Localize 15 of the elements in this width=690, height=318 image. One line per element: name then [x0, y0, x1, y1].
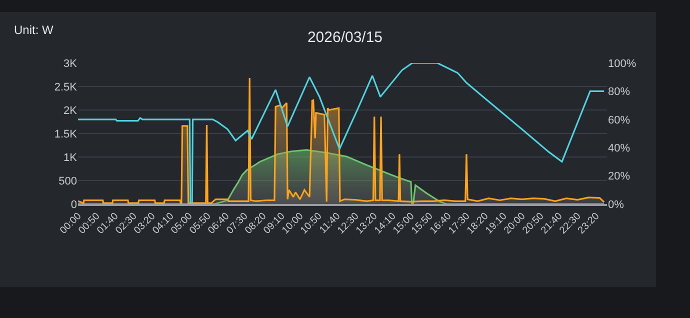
y-tick-label: 2K — [64, 104, 78, 117]
y2-tick-label: 60% — [608, 114, 630, 126]
y-tick-label: 1.5K — [54, 128, 78, 140]
y-tick-label: 1K — [64, 152, 78, 164]
y2-tick-label: 40% — [608, 142, 630, 154]
text: Unit: W — [14, 23, 54, 37]
y-tick-label: 500 — [58, 175, 77, 188]
y2-tick-label: 0% — [608, 198, 624, 211]
y2-tick-label: 20% — [608, 170, 630, 183]
y-tick-label: 0 — [70, 198, 77, 211]
y-tick-label: 2.5K — [54, 81, 78, 94]
y-tick-label: 3K — [64, 58, 78, 70]
chart-title: 2026/03/15 — [307, 28, 383, 46]
y2-tick-label: 80% — [608, 86, 630, 98]
y2-tick-label: 100% — [608, 58, 636, 70]
